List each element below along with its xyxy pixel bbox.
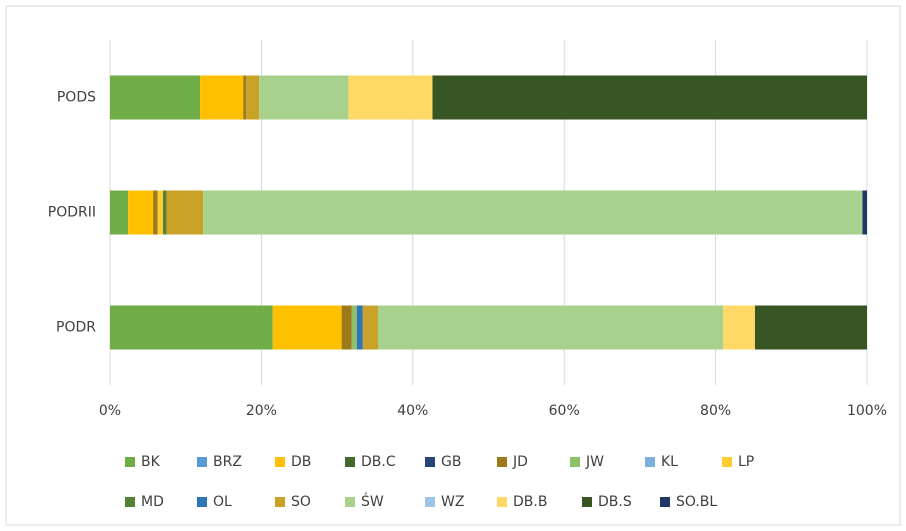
bar-segment: [153, 190, 158, 235]
legend-label: WZ: [441, 494, 464, 510]
bar-segment: [272, 305, 342, 350]
legend-swatch: [582, 497, 592, 507]
legend-label: GB: [441, 454, 461, 470]
legend-swatch: [660, 497, 670, 507]
bar-segment: [862, 190, 867, 235]
bar-segment: [157, 190, 163, 235]
bar-segment: [110, 305, 273, 350]
bar-segment: [162, 190, 167, 235]
legend-label: ŚW: [361, 492, 384, 510]
bar-segment: [754, 305, 867, 350]
bar-segment: [110, 190, 129, 235]
bar-segment: [356, 305, 363, 350]
legend-swatch: [197, 457, 207, 467]
x-tick-label: 80%: [700, 403, 731, 419]
legend-label: BRZ: [213, 454, 242, 470]
bar-segment: [243, 75, 247, 120]
bar-segment: [348, 75, 433, 120]
legend-swatch: [425, 497, 435, 507]
bar-segment: [362, 305, 378, 350]
bar-segment: [110, 75, 201, 120]
bar-segment: [166, 190, 204, 235]
bar-segment: [259, 75, 349, 120]
legend-swatch: [125, 457, 135, 467]
bar-segment: [341, 305, 352, 350]
bar-segment: [246, 75, 260, 120]
legend-swatch: [497, 497, 507, 507]
bar-segment: [351, 305, 357, 350]
bar-segment: [377, 305, 724, 350]
y-tick-label: PODS: [57, 90, 96, 106]
bar-segment: [432, 75, 867, 120]
legend-label: DB.B: [513, 494, 547, 510]
legend-swatch: [275, 497, 285, 507]
y-tick-label: PODRII: [48, 205, 96, 221]
legend-label: LP: [738, 454, 754, 470]
legend-label: DB.S: [598, 494, 632, 510]
legend-label: BK: [141, 454, 161, 470]
legend-swatch: [570, 457, 580, 467]
legend-label: DB.C: [361, 454, 396, 470]
bar-segment: [128, 190, 154, 235]
legend-label: SO: [291, 494, 311, 510]
x-tick-label: 100%: [847, 403, 887, 419]
bar-segment: [203, 190, 863, 235]
legend-swatch: [345, 497, 355, 507]
bar-segment: [723, 305, 755, 350]
x-tick-label: 0%: [99, 403, 121, 419]
legend-label: DB: [291, 454, 311, 470]
legend-swatch: [425, 457, 435, 467]
legend-swatch: [497, 457, 507, 467]
bar-segment: [200, 75, 244, 120]
legend-label: KL: [661, 454, 678, 470]
x-tick-label: 20%: [246, 403, 277, 419]
legend-swatch: [125, 497, 135, 507]
legend-swatch: [645, 457, 655, 467]
legend-swatch: [197, 497, 207, 507]
y-tick-label: PODR: [56, 320, 96, 336]
legend-label: JD: [512, 454, 528, 470]
x-tick-label: 40%: [397, 403, 428, 419]
legend-label: MD: [141, 494, 164, 510]
legend-label: OL: [213, 494, 232, 510]
legend-label: JW: [585, 454, 604, 470]
legend-swatch: [275, 457, 285, 467]
legend-swatch: [722, 457, 732, 467]
legend-label: SO.BL: [676, 494, 717, 510]
legend-swatch: [345, 457, 355, 467]
x-tick-label: 60%: [549, 403, 580, 419]
